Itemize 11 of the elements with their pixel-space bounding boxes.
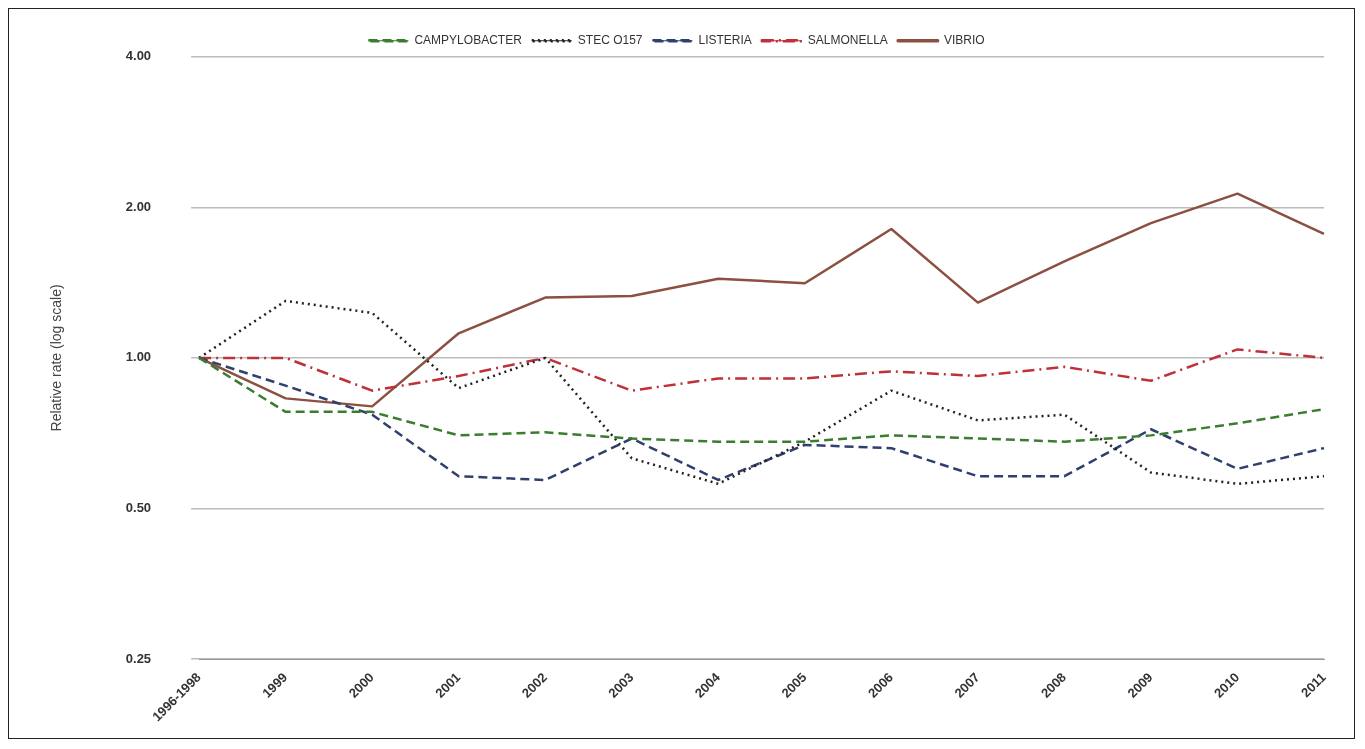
y-tick-label: 0.25 xyxy=(125,650,152,666)
y-tick-label: 4.00 xyxy=(125,48,152,64)
legend-label: LISTERIA xyxy=(698,33,752,48)
legend-label: STEC O157 xyxy=(577,33,643,48)
legend-label: VIBRIO xyxy=(943,33,985,48)
y-tick-label: 1.00 xyxy=(125,349,152,365)
y-tick-label: 0.50 xyxy=(125,500,152,516)
legend-label: SALMONELLA xyxy=(807,33,888,48)
y-tick-label: 2.00 xyxy=(125,198,152,214)
y-axis-title: Relative rate (log scale) xyxy=(48,284,65,432)
legend-label: CAMPYLOBACTER xyxy=(414,33,523,48)
